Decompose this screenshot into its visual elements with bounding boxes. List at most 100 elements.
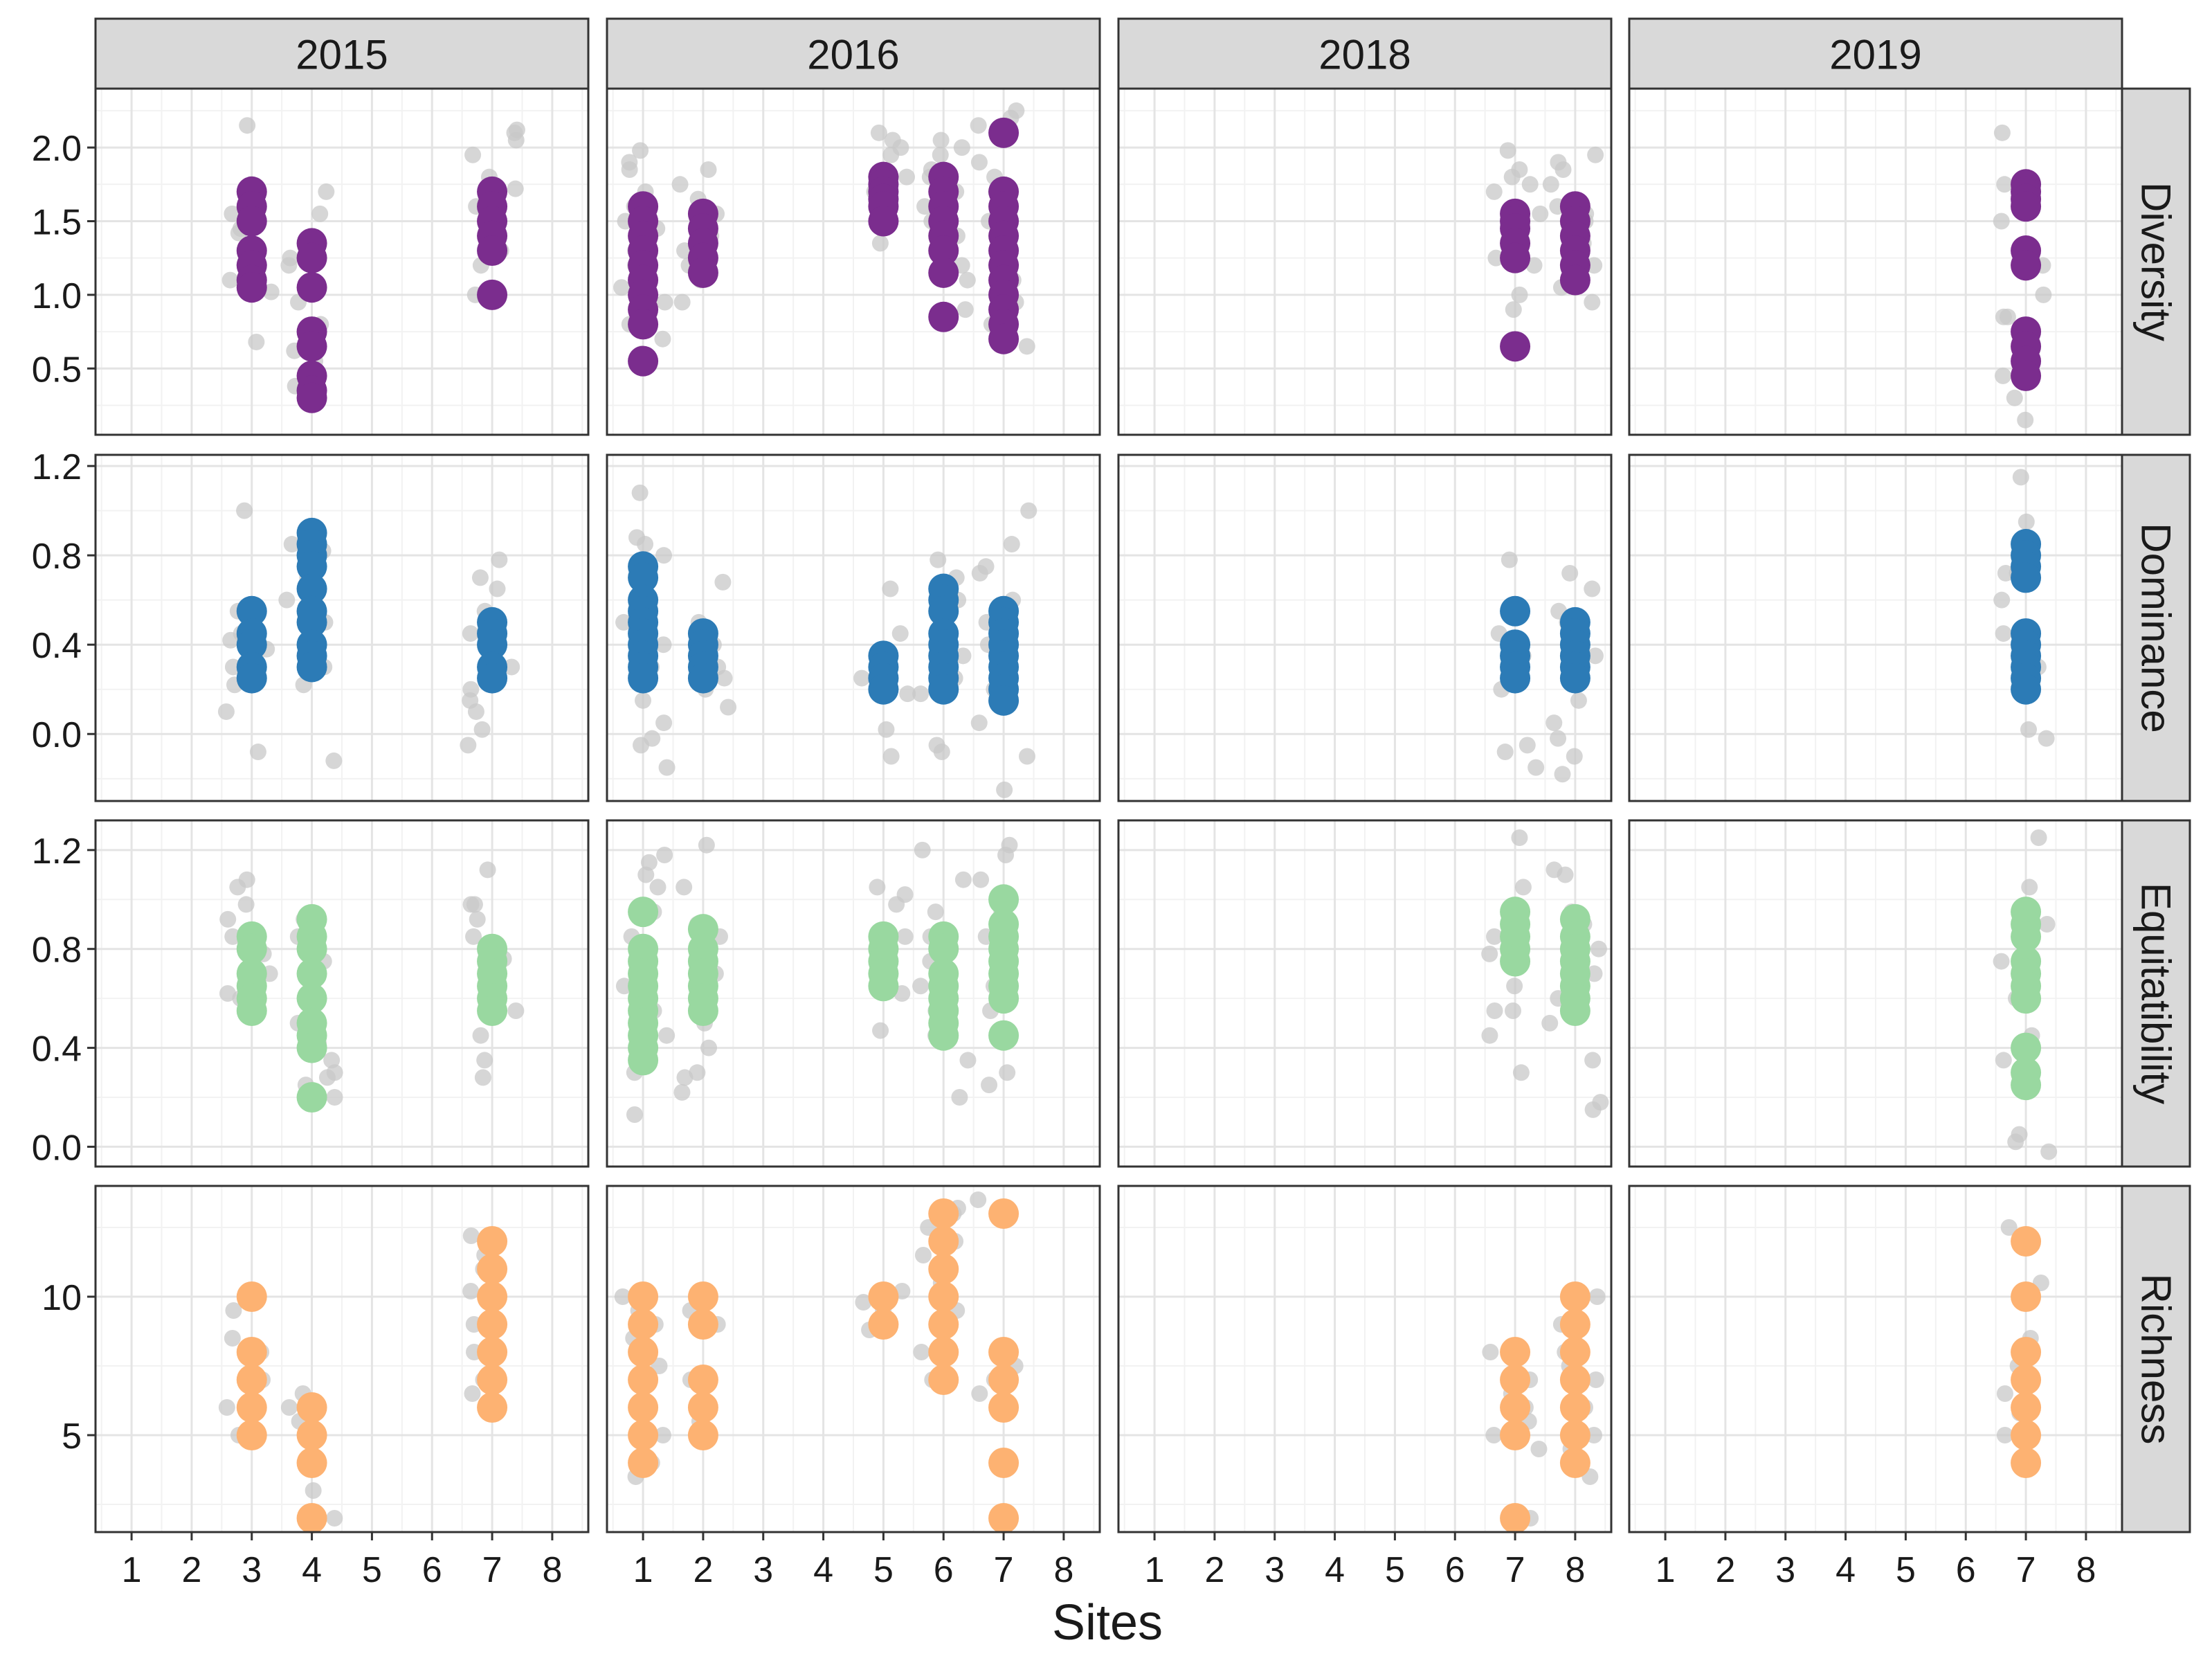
- jitter-point: [2018, 513, 2035, 530]
- jitter-point: [2007, 1133, 2024, 1151]
- jitter-point: [1586, 965, 1603, 982]
- strip-box-2019: [1628, 17, 2123, 90]
- jitter-point: [932, 146, 949, 163]
- site-7-points: [970, 502, 1037, 798]
- jitter-point: [1584, 1052, 1602, 1069]
- site-8-points: [1552, 1281, 1606, 1485]
- panel-border: [1117, 453, 1613, 802]
- jitter-point: [870, 124, 887, 141]
- panel-diversity-2019: [1628, 87, 2123, 436]
- jitter-point: [655, 714, 673, 732]
- data-point: [2011, 1337, 2042, 1367]
- jitter-point: [283, 536, 300, 553]
- jitter-point: [959, 1052, 977, 1069]
- panel-border: [94, 1185, 590, 1533]
- jitter-point: [464, 146, 482, 163]
- data-point: [1559, 1392, 1590, 1423]
- jitter-point: [1550, 730, 1567, 747]
- data-point: [1500, 946, 1531, 977]
- site-3-points: [217, 502, 275, 761]
- x-tick-label: 8: [2076, 1550, 2096, 1590]
- strip-box-2016: [606, 17, 1101, 90]
- jitter-point: [1995, 1052, 2012, 1069]
- data-point: [687, 1365, 718, 1395]
- jitter-point: [882, 748, 900, 765]
- data-point: [868, 206, 899, 237]
- jitter-point: [1505, 1002, 1522, 1019]
- row-strip-box-diversity: [2121, 87, 2191, 436]
- site-5-points: [855, 1281, 911, 1340]
- jitter-point: [326, 1089, 343, 1106]
- jitter-point: [996, 781, 1013, 798]
- jitter-point: [1481, 945, 1498, 962]
- panel-border: [606, 453, 1101, 802]
- jitter-point: [1519, 737, 1536, 754]
- site-7-points: [1993, 829, 2058, 1160]
- data-point: [296, 382, 327, 413]
- data-point: [296, 958, 327, 989]
- x-tick-label: 7: [1505, 1550, 1525, 1590]
- data-point: [928, 1254, 959, 1284]
- data-point: [1500, 663, 1531, 694]
- data-point: [236, 996, 267, 1026]
- jitter-point: [472, 1027, 489, 1044]
- y-tick-label: 0.8: [32, 537, 82, 577]
- jitter-point: [932, 132, 950, 149]
- data-point: [2011, 674, 2042, 705]
- site-5-points: [868, 879, 914, 1039]
- site-2-points: [673, 836, 728, 1101]
- jitter-point: [671, 176, 689, 193]
- jitter-point: [899, 685, 916, 703]
- jitter-point: [224, 928, 242, 945]
- jitter-point: [872, 1022, 889, 1039]
- x-tick-label: 6: [1956, 1550, 1976, 1590]
- jitter-point: [655, 547, 673, 564]
- jitter-point: [1584, 580, 1601, 597]
- data-point: [236, 595, 267, 627]
- jitter-point: [464, 1385, 481, 1402]
- x-tick-label: 5: [873, 1550, 894, 1590]
- data-point: [988, 1198, 1019, 1229]
- data-point: [928, 257, 959, 288]
- data-point: [2011, 1420, 2042, 1450]
- data-point: [988, 323, 1019, 354]
- site-7-points: [1490, 551, 1545, 776]
- data-point: [236, 1365, 267, 1395]
- jitter-point: [2021, 879, 2038, 896]
- site-7-points: [1482, 1337, 1548, 1533]
- data-point: [296, 272, 327, 303]
- data-point: [928, 1365, 959, 1395]
- data-point: [687, 1392, 718, 1423]
- x-tick-label: 4: [1325, 1550, 1345, 1590]
- y-tick-label: 1.0: [32, 276, 82, 316]
- jitter-point: [1486, 1002, 1503, 1019]
- jitter-point: [656, 847, 673, 863]
- data-point: [236, 1420, 267, 1450]
- jitter-point: [318, 183, 335, 200]
- data-point: [296, 331, 327, 362]
- jitter-point: [2035, 286, 2052, 303]
- jitter-point: [508, 121, 525, 138]
- data-point: [628, 1337, 659, 1367]
- data-point: [687, 1281, 718, 1312]
- data-point: [1500, 1503, 1531, 1533]
- jitter-point: [1530, 1441, 1548, 1457]
- jitter-point: [1020, 502, 1037, 519]
- panel-border: [606, 819, 1101, 1168]
- data-point: [2011, 191, 2042, 222]
- jitter-point: [218, 1399, 235, 1416]
- data-point: [2011, 983, 2042, 1014]
- data-point: [1559, 1281, 1590, 1312]
- data-point: [477, 235, 508, 267]
- site-7-points: [1993, 124, 2052, 429]
- data-point: [628, 1309, 659, 1340]
- jitter-point: [1566, 748, 1583, 765]
- data-point: [628, 309, 659, 340]
- jitter-point: [1561, 564, 1579, 582]
- panel-equitatibility-2015: 0.0 0.4 0.8 1.2: [32, 819, 590, 1168]
- jitter-point: [1545, 714, 1563, 732]
- jitter-point: [1485, 183, 1503, 200]
- jitter-point: [474, 1069, 491, 1086]
